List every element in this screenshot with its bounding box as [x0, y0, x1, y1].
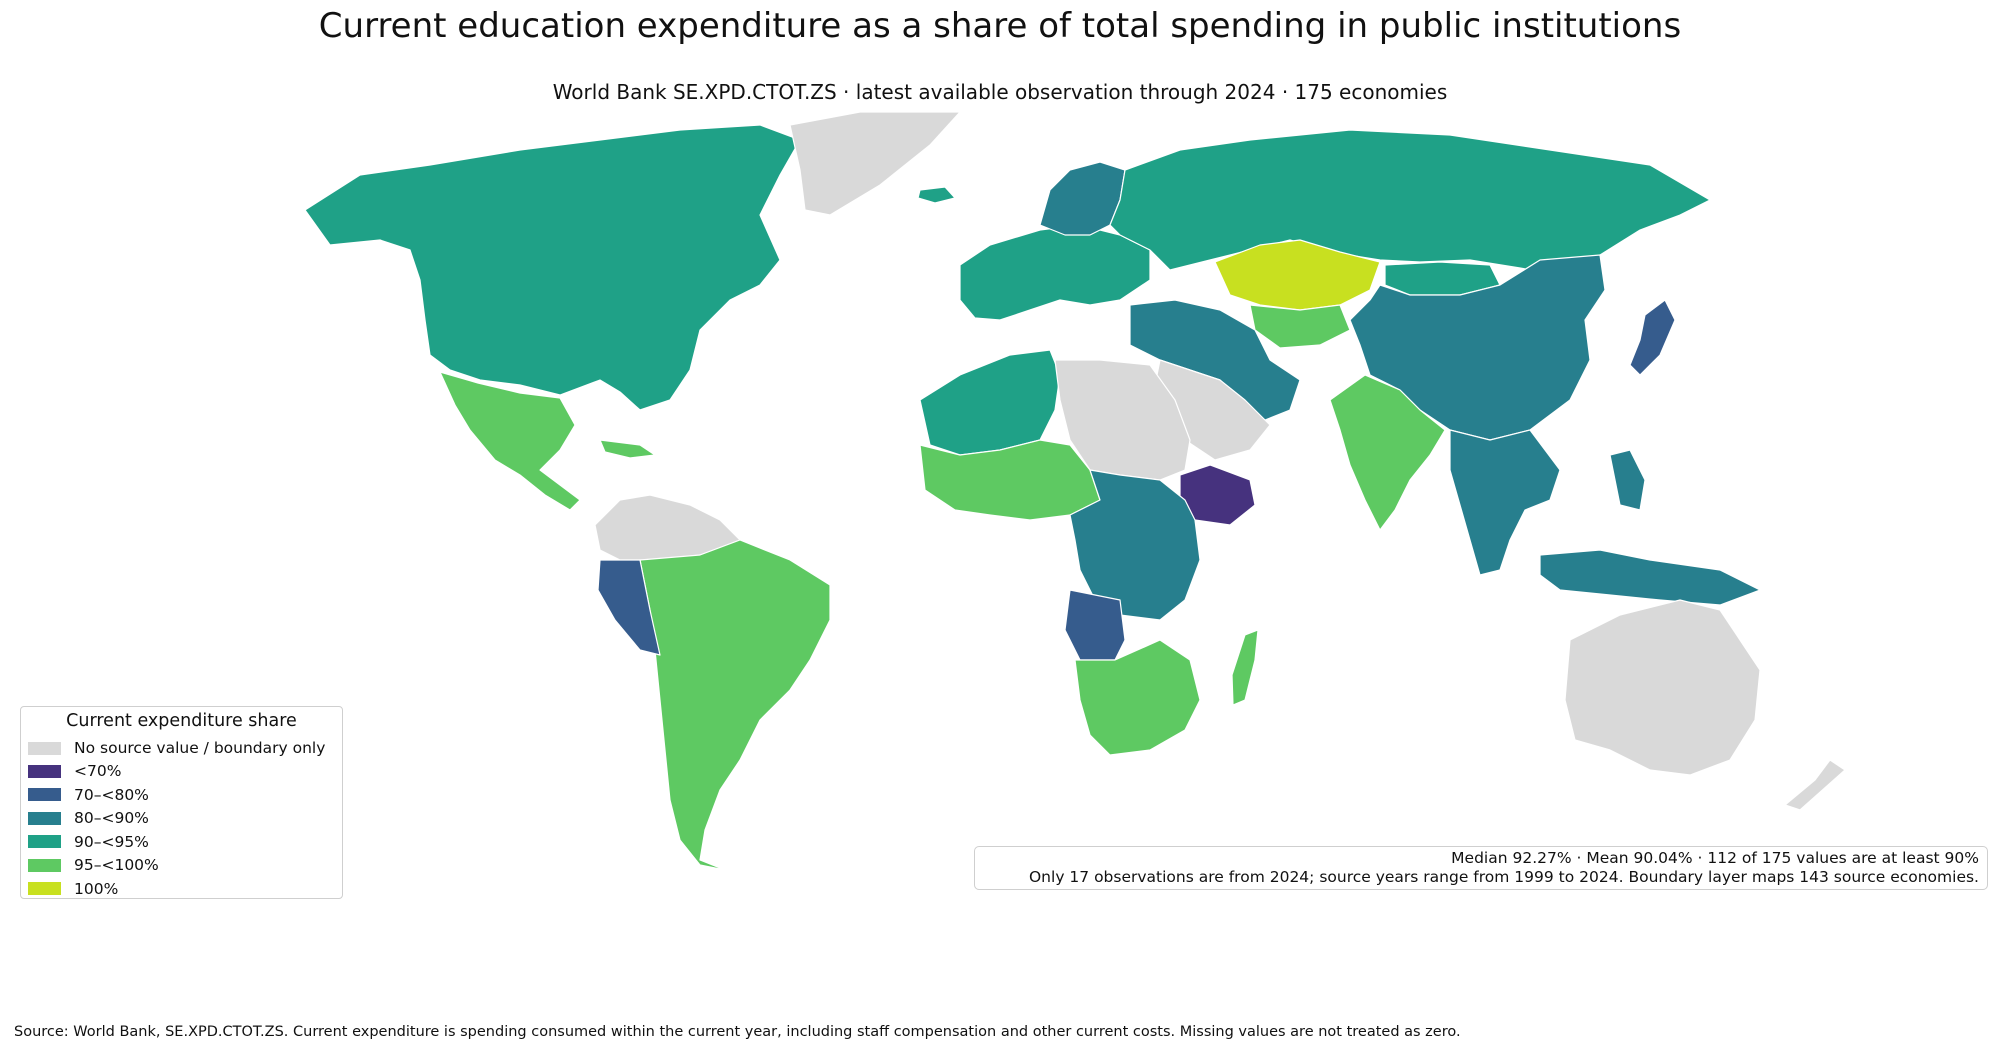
stats-line-1: Median 92.27% · Mean 90.04% · 112 of 175… — [1451, 849, 1979, 867]
legend-swatch — [28, 764, 61, 778]
legend-item: 100% — [28, 878, 118, 900]
region-madagascar — [1231, 629, 1259, 706]
legend-item: 80–<90% — [28, 807, 149, 829]
legend-swatch — [28, 858, 61, 872]
region-north-africa — [919, 349, 1061, 456]
region-southeast-asia — [1449, 429, 1561, 576]
region-australia — [1564, 599, 1761, 776]
legend-item: 95–<100% — [28, 854, 159, 876]
legend-item: <70% — [28, 760, 121, 782]
region-angola — [1064, 589, 1126, 661]
legend-swatch — [28, 811, 61, 825]
region-china — [1349, 254, 1606, 441]
map-legend: Current expenditure share No source valu… — [20, 706, 343, 899]
region-peru — [597, 559, 661, 656]
region-central-africa — [1069, 469, 1201, 621]
legend-swatch — [28, 835, 61, 848]
region-iceland — [917, 186, 956, 204]
legend-label: 80–<90% — [74, 809, 149, 827]
region-new-zealand — [1784, 759, 1846, 811]
region-caribbean — [599, 439, 656, 459]
region-philippines — [1609, 449, 1646, 511]
legend-item: No source value / boundary only — [28, 737, 325, 759]
region-japan — [1629, 299, 1676, 376]
legend-item: 90–<95% — [28, 831, 149, 853]
stats-line-2: Only 17 observations are from 2024; sour… — [1028, 868, 1979, 886]
legend-label: 90–<95% — [74, 832, 149, 851]
legend-label: No source value / boundary only — [74, 739, 326, 757]
region-south-america — [639, 539, 831, 871]
stats-box: Median 92.27% · Mean 90.04% · 112 of 175… — [974, 846, 1988, 890]
legend-label: <70% — [74, 762, 122, 780]
region-central-asia — [1249, 304, 1351, 349]
map-subtitle: World Bank SE.XPD.CTOT.ZS · latest avail… — [552, 80, 1448, 104]
legend-swatch — [28, 788, 61, 801]
region-north-america — [304, 124, 801, 411]
legend-item: 70–<80% — [28, 784, 149, 806]
map-title: Current education expenditure as a share… — [318, 6, 1682, 46]
region-sahara-east — [1054, 359, 1191, 481]
legend-label: 100% — [74, 879, 119, 898]
region-europe — [959, 224, 1151, 321]
region-mexico-central-america — [439, 371, 581, 511]
region-india — [1329, 374, 1446, 531]
region-kazakhstan — [1214, 239, 1381, 311]
legend-label: 70–<80% — [74, 785, 149, 804]
legend-label: 95–<100% — [74, 856, 159, 874]
region-greenland — [789, 111, 961, 216]
source-note: Source: World Bank, SE.XPD.CTOT.ZS. Curr… — [14, 1024, 1461, 1040]
region-russia — [1109, 129, 1711, 276]
legend-swatch — [28, 741, 61, 755]
region-indonesia — [1539, 549, 1761, 606]
region-west-africa — [919, 439, 1101, 521]
legend-title: Current expenditure share — [66, 711, 297, 731]
legend-swatch — [28, 882, 61, 895]
region-southern-africa — [1074, 639, 1201, 756]
